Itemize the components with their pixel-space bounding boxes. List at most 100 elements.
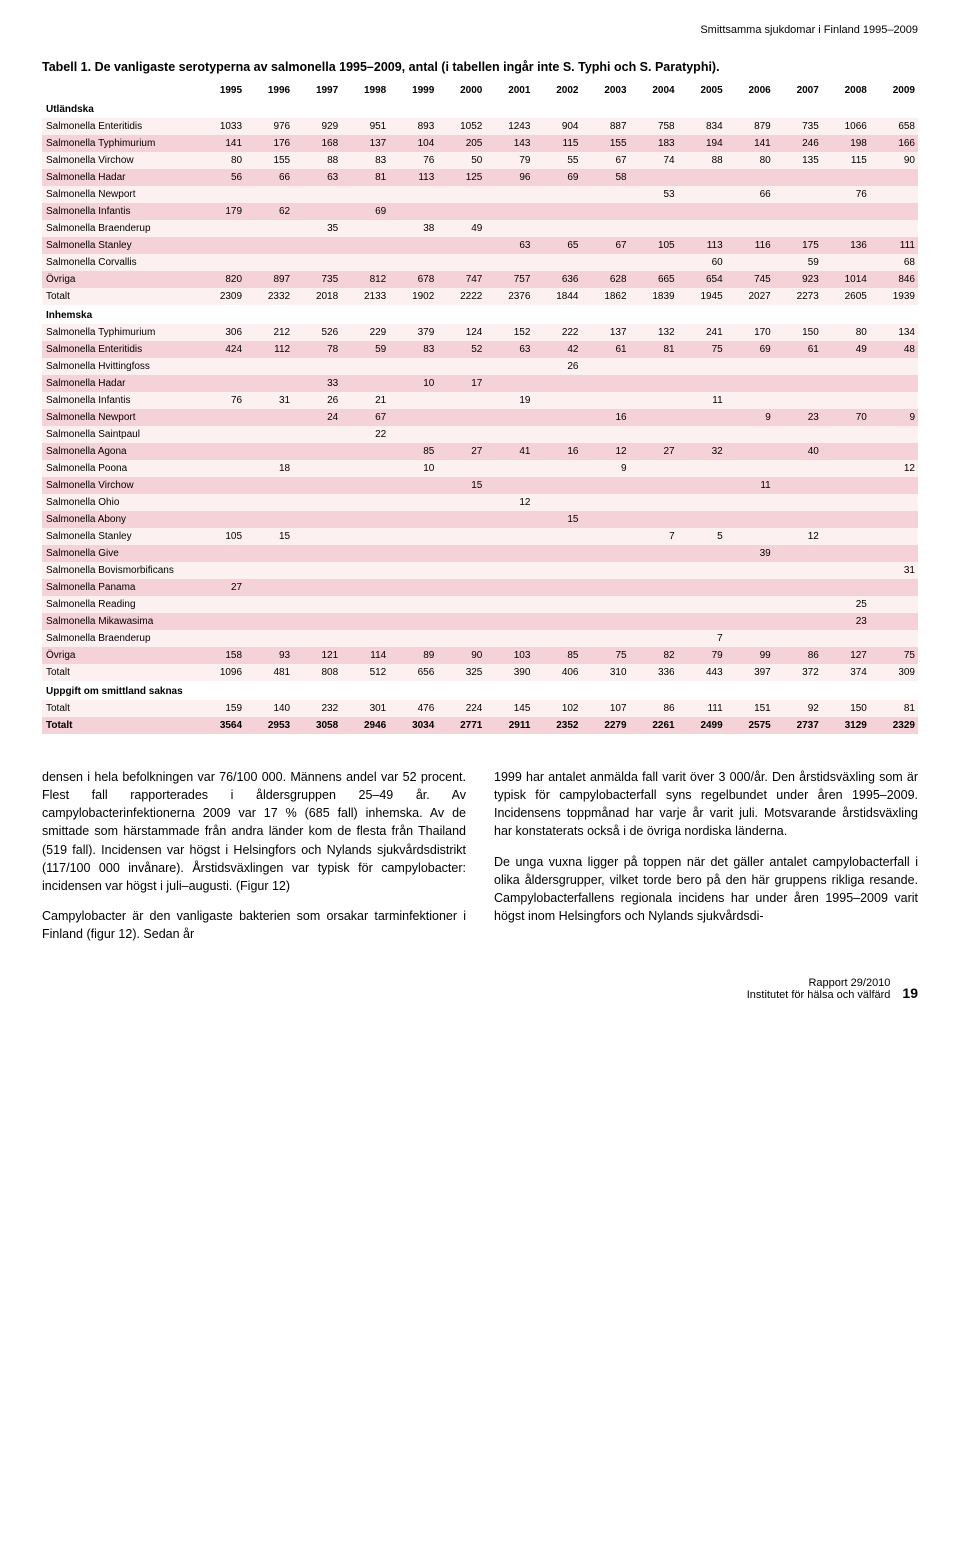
data-cell — [630, 494, 678, 511]
data-cell — [533, 254, 581, 271]
data-cell: 41 — [485, 443, 533, 460]
footer-line: Rapport 29/2010 — [747, 977, 891, 989]
data-cell — [485, 511, 533, 528]
data-cell: 2911 — [485, 717, 533, 734]
data-cell: 27 — [437, 443, 485, 460]
table-section-header: Uppgift om smittland saknas — [42, 681, 918, 700]
row-label: Salmonella Hadar — [42, 169, 197, 186]
year-header: 2003 — [582, 82, 630, 99]
data-cell: 820 — [197, 271, 245, 288]
data-cell — [630, 460, 678, 477]
data-cell: 63 — [485, 341, 533, 358]
data-cell: 124 — [437, 324, 485, 341]
data-cell — [245, 494, 293, 511]
data-cell: 68 — [870, 254, 918, 271]
data-cell — [485, 220, 533, 237]
data-cell: 22 — [341, 426, 389, 443]
data-cell: 310 — [582, 664, 630, 681]
data-cell — [533, 305, 581, 324]
data-cell — [245, 477, 293, 494]
data-cell: 90 — [437, 647, 485, 664]
data-cell — [582, 613, 630, 630]
data-cell — [389, 186, 437, 203]
data-cell: 140 — [245, 700, 293, 717]
data-cell: 7 — [630, 528, 678, 545]
data-cell — [774, 579, 822, 596]
data-cell — [197, 305, 245, 324]
data-cell — [341, 562, 389, 579]
data-cell — [582, 579, 630, 596]
data-cell: 67 — [582, 237, 630, 254]
data-cell — [582, 375, 630, 392]
data-cell: 62 — [245, 203, 293, 220]
data-cell — [341, 237, 389, 254]
data-cell — [870, 203, 918, 220]
data-cell — [485, 460, 533, 477]
data-cell: 19 — [485, 392, 533, 409]
data-cell — [630, 426, 678, 443]
year-header: 2001 — [485, 82, 533, 99]
data-cell — [822, 169, 870, 186]
data-cell: 808 — [293, 664, 341, 681]
data-cell: 976 — [245, 118, 293, 135]
year-header: 1996 — [245, 82, 293, 99]
table-header-row: 1995199619971998199920002001200220032004… — [42, 82, 918, 99]
data-cell: 121 — [293, 647, 341, 664]
table-row: Salmonella Stanley105157512 — [42, 528, 918, 545]
body-col-right: 1999 har antalet anmälda fall varit över… — [494, 768, 918, 943]
table-row: Salmonella Braenderup353849 — [42, 220, 918, 237]
data-cell: 82 — [630, 647, 678, 664]
data-cell — [293, 579, 341, 596]
data-cell — [774, 511, 822, 528]
data-cell: 12 — [582, 443, 630, 460]
data-cell: 2027 — [726, 288, 774, 305]
data-cell: 80 — [197, 152, 245, 169]
table-row: Salmonella Newport246716923709 — [42, 409, 918, 426]
table-row: Salmonella Hadar56666381113125966958 — [42, 169, 918, 186]
row-label: Totalt — [42, 288, 197, 305]
data-cell — [870, 99, 918, 118]
data-cell — [245, 511, 293, 528]
data-cell: 152 — [485, 324, 533, 341]
data-cell: 665 — [630, 271, 678, 288]
data-cell: 212 — [245, 324, 293, 341]
data-cell: 114 — [341, 647, 389, 664]
data-cell — [197, 375, 245, 392]
data-cell: 879 — [726, 118, 774, 135]
year-header: 2000 — [437, 82, 485, 99]
data-cell — [197, 237, 245, 254]
body-paragraph: Campylobacter är den vanligaste bakterie… — [42, 907, 466, 943]
data-cell: 12 — [485, 494, 533, 511]
row-label: Salmonella Ohio — [42, 494, 197, 511]
data-cell — [389, 99, 437, 118]
data-cell — [437, 528, 485, 545]
data-cell: 3564 — [197, 717, 245, 734]
data-cell — [389, 596, 437, 613]
data-cell — [533, 562, 581, 579]
data-cell — [678, 477, 726, 494]
table-row: Salmonella Poona1810912 — [42, 460, 918, 477]
data-cell — [485, 613, 533, 630]
data-cell: 159 — [197, 700, 245, 717]
data-cell — [678, 596, 726, 613]
row-label: Övriga — [42, 271, 197, 288]
data-cell — [245, 375, 293, 392]
data-cell: 246 — [774, 135, 822, 152]
data-cell — [726, 220, 774, 237]
row-label: Salmonella Braenderup — [42, 630, 197, 647]
data-cell — [582, 392, 630, 409]
row-label: Uppgift om smittland saknas — [42, 681, 197, 700]
row-label: Totalt — [42, 700, 197, 717]
data-cell: 654 — [678, 271, 726, 288]
data-cell — [726, 460, 774, 477]
data-cell — [630, 562, 678, 579]
year-header: 2007 — [774, 82, 822, 99]
data-cell — [582, 630, 630, 647]
data-cell — [533, 545, 581, 562]
data-cell: 887 — [582, 118, 630, 135]
body-text-columns: densen i hela befolkningen var 76/100 00… — [42, 768, 918, 943]
data-cell: 81 — [630, 341, 678, 358]
row-label: Inhemska — [42, 305, 197, 324]
data-cell: 656 — [389, 664, 437, 681]
data-cell — [341, 579, 389, 596]
